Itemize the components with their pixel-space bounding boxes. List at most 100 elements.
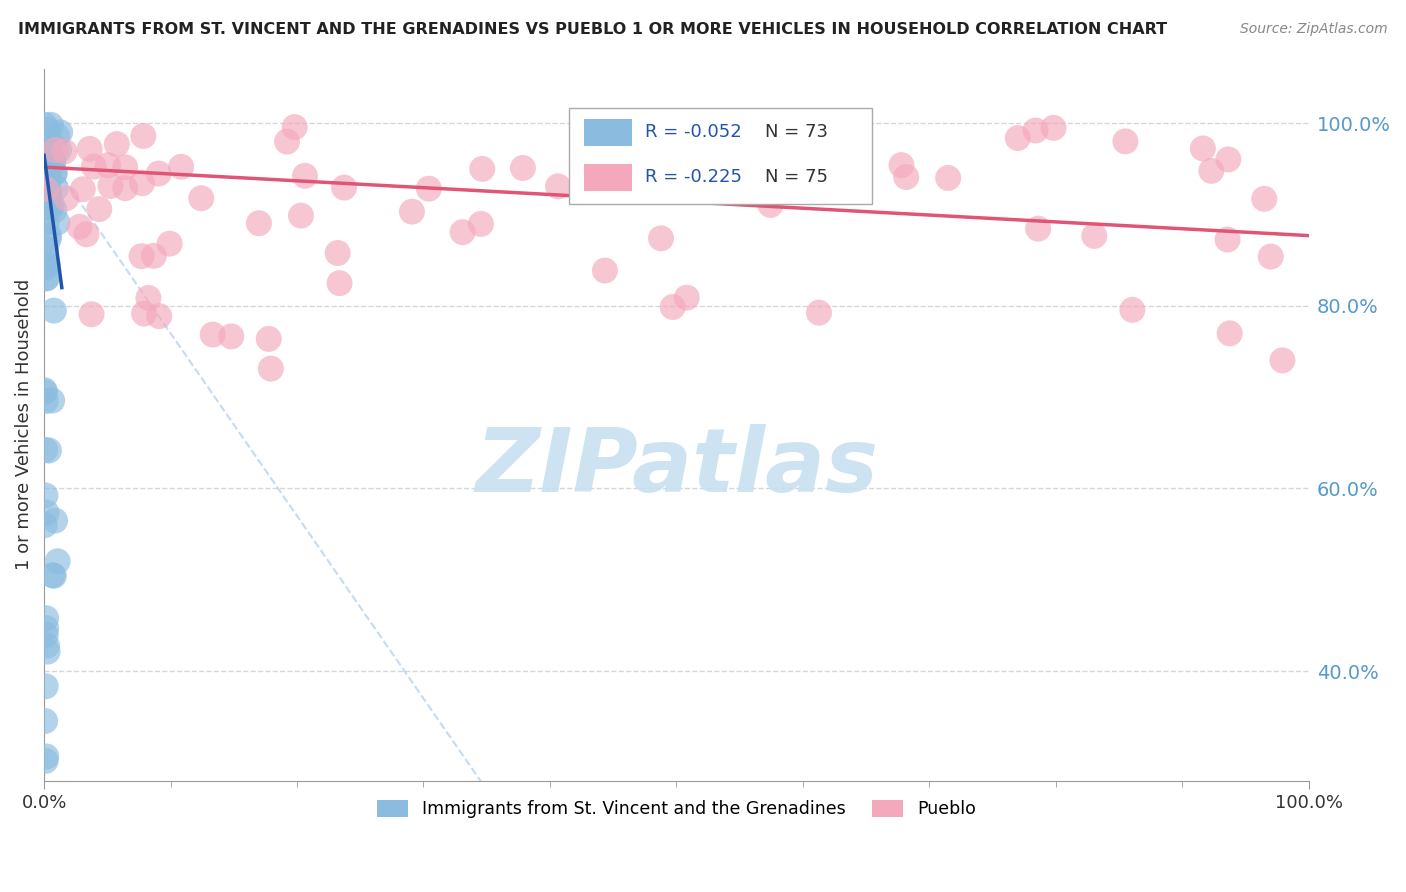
Point <box>170 160 193 174</box>
Point <box>675 291 697 305</box>
Point <box>34 714 56 728</box>
Point <box>34 140 56 154</box>
Point <box>35 628 58 642</box>
Point <box>1042 120 1064 135</box>
Point <box>401 204 423 219</box>
Point <box>328 276 350 290</box>
Point <box>42 155 65 169</box>
Text: R = -0.225: R = -0.225 <box>645 168 742 186</box>
Point <box>257 332 280 346</box>
Text: N = 73: N = 73 <box>765 123 828 141</box>
Point <box>35 158 58 172</box>
Point <box>44 166 66 180</box>
Point <box>131 176 153 190</box>
Point <box>34 118 56 132</box>
Point <box>190 191 212 205</box>
Point <box>34 383 56 397</box>
Point <box>38 131 60 145</box>
Point <box>35 394 58 409</box>
Point <box>131 249 153 263</box>
Point <box>37 171 59 186</box>
Point <box>34 182 56 196</box>
Point <box>1260 250 1282 264</box>
Point <box>35 215 58 229</box>
Point <box>132 306 155 320</box>
Point <box>35 506 58 520</box>
Point <box>284 120 307 134</box>
Point <box>42 303 65 318</box>
Point <box>148 167 170 181</box>
Point <box>759 198 782 212</box>
Point <box>38 169 60 183</box>
Point <box>39 200 62 214</box>
Text: N = 75: N = 75 <box>765 168 828 186</box>
Point <box>35 260 58 275</box>
Text: R = -0.052: R = -0.052 <box>645 123 741 141</box>
Point <box>451 225 474 239</box>
Point <box>41 568 63 582</box>
Point <box>35 158 58 172</box>
Point <box>38 232 60 246</box>
Point <box>53 145 76 159</box>
Point <box>1253 192 1275 206</box>
Point <box>35 167 58 181</box>
Point <box>100 178 122 193</box>
Point <box>890 158 912 172</box>
Point <box>221 329 243 343</box>
Point <box>1007 131 1029 145</box>
FancyBboxPatch shape <box>569 108 872 204</box>
Point <box>35 182 58 196</box>
Point <box>35 271 58 285</box>
Point <box>1114 135 1136 149</box>
Text: IMMIGRANTS FROM ST. VINCENT AND THE GRENADINES VS PUEBLO 1 OR MORE VEHICLES IN H: IMMIGRANTS FROM ST. VINCENT AND THE GREN… <box>18 22 1167 37</box>
Point <box>42 153 65 167</box>
Text: ZIPatlas: ZIPatlas <box>475 424 877 511</box>
Point <box>97 158 120 172</box>
Point <box>79 142 101 156</box>
Point <box>35 259 58 273</box>
Point <box>333 180 356 194</box>
Point <box>34 141 56 155</box>
Point <box>41 197 63 211</box>
Point <box>44 203 66 218</box>
Point <box>35 639 58 653</box>
Point <box>39 156 62 170</box>
Point <box>1083 228 1105 243</box>
Point <box>38 443 60 458</box>
Point <box>44 166 66 180</box>
Point <box>547 179 569 194</box>
Point <box>37 136 59 151</box>
Point <box>34 180 56 194</box>
Point <box>35 611 58 625</box>
Point <box>35 174 58 188</box>
Point <box>138 291 160 305</box>
Point <box>326 246 349 260</box>
Point <box>34 442 56 457</box>
Point <box>290 209 312 223</box>
Point <box>34 252 56 266</box>
Point <box>37 193 59 207</box>
Point <box>35 621 58 635</box>
Y-axis label: 1 or more Vehicles in Household: 1 or more Vehicles in Household <box>15 279 32 570</box>
Point <box>35 193 58 207</box>
Point <box>38 138 60 153</box>
Point <box>896 169 918 184</box>
Point <box>661 300 683 314</box>
Point <box>35 679 58 693</box>
Point <box>34 518 56 533</box>
Point <box>260 361 283 376</box>
Point <box>418 182 440 196</box>
Point <box>35 186 58 201</box>
Point <box>48 143 70 157</box>
Point <box>148 309 170 323</box>
Legend: Immigrants from St. Vincent and the Grenadines, Pueblo: Immigrants from St. Vincent and the Gren… <box>370 793 983 825</box>
Point <box>75 227 97 242</box>
Point <box>34 384 56 399</box>
Point <box>55 191 77 205</box>
Point <box>105 137 128 152</box>
Point <box>49 125 72 139</box>
Point <box>114 181 136 195</box>
Bar <box>583 119 633 146</box>
Point <box>69 219 91 234</box>
Point <box>34 186 56 201</box>
